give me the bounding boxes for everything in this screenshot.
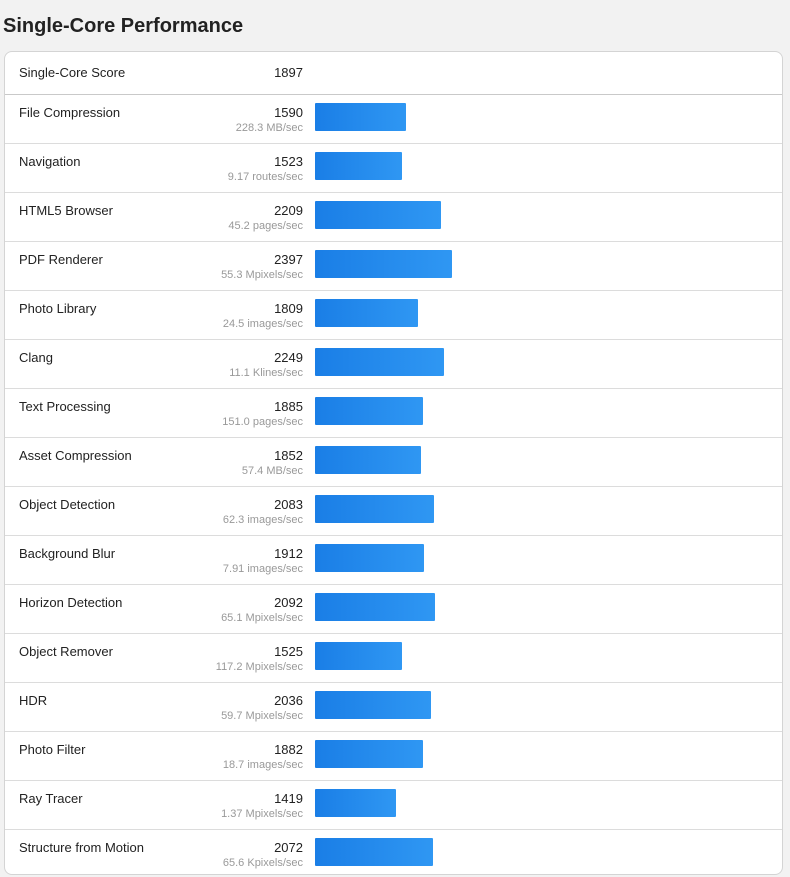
workload-score-bar bbox=[315, 201, 441, 229]
workload-rate: 45.2 pages/sec bbox=[228, 220, 303, 232]
workload-score-bar bbox=[315, 838, 433, 866]
workload-score: 1419 bbox=[274, 791, 303, 806]
workload-score: 2036 bbox=[274, 693, 303, 708]
workload-row: Clang 2249 11.1 Klines/sec bbox=[5, 340, 782, 389]
page-title: Single-Core Performance bbox=[3, 15, 244, 37]
workload-rate: 24.5 images/sec bbox=[222, 318, 303, 330]
workload-score-bar bbox=[315, 593, 435, 621]
workload-row: Structure from Motion 2072 65.6 Kpixels/se… bbox=[5, 830, 782, 874]
workload-score-bar bbox=[315, 250, 452, 278]
workload-score-bar bbox=[315, 789, 396, 817]
workload-row: File Compression 1590 228.3 MB/sec bbox=[5, 95, 782, 144]
workload-score: 2249 bbox=[274, 350, 303, 365]
workload-row: Asset Compression 1852 57.4 MB/sec bbox=[5, 438, 782, 487]
workload-name: Photo Filter bbox=[19, 742, 86, 757]
workload-name: Navigation bbox=[19, 154, 81, 169]
workload-name: Clang bbox=[19, 350, 53, 365]
workload-name: Horizon Detection bbox=[19, 595, 123, 610]
workload-name: Photo Library bbox=[19, 301, 97, 316]
summary-row: Single-Core Score 1897 bbox=[5, 52, 782, 95]
workload-rate: 62.3 images/sec bbox=[222, 514, 303, 526]
workload-name: File Compression bbox=[19, 105, 121, 120]
workload-score: 2397 bbox=[274, 252, 303, 267]
workload-score-bar bbox=[315, 397, 423, 425]
summary-label: Single-Core Score bbox=[19, 65, 126, 80]
workload-name: Ray Tracer bbox=[19, 791, 83, 806]
workload-score-bar bbox=[315, 103, 406, 131]
workload-rate: 7.91 images/sec bbox=[222, 563, 303, 575]
workload-score-bar bbox=[315, 299, 418, 327]
workload-row: Text Processing 1885 151.0 pages/sec bbox=[5, 389, 782, 438]
workload-rate: 9.17 routes/sec bbox=[227, 171, 303, 183]
workload-name: Object Remover bbox=[19, 644, 113, 659]
workload-rate: 1.37 Mpixels/sec bbox=[221, 808, 303, 820]
workload-score-bar bbox=[315, 348, 444, 376]
workload-row: Object Remover 1525 117.2 Mpixels/sec bbox=[5, 634, 782, 683]
workload-row: Horizon Detection 2092 65.1 Mpixels/sec bbox=[5, 585, 782, 634]
summary-score: 1897 bbox=[274, 65, 303, 80]
workload-score-bar bbox=[315, 691, 431, 719]
workload-score: 1882 bbox=[274, 742, 303, 757]
workload-score: 2072 bbox=[274, 840, 303, 855]
workload-row: HDR 2036 59.7 Mpixels/sec bbox=[5, 683, 782, 732]
workload-row: Background Blur 1912 7.91 images/sec bbox=[5, 536, 782, 585]
workload-score: 1525 bbox=[274, 644, 303, 659]
workload-row: Ray Tracer 1419 1.37 Mpixels/sec bbox=[5, 781, 782, 830]
workload-rate: 65.6 Kpixels/sec bbox=[222, 857, 303, 869]
workload-score: 1809 bbox=[274, 301, 303, 316]
workload-rate: 117.2 Mpixels/sec bbox=[215, 661, 303, 673]
workload-name: HDR bbox=[19, 693, 48, 708]
workload-name: PDF Renderer bbox=[19, 252, 103, 267]
workload-row: Photo Filter 1882 18.7 images/sec bbox=[5, 732, 782, 781]
workload-row: Navigation 1523 9.17 routes/sec bbox=[5, 144, 782, 193]
workload-score: 2092 bbox=[274, 595, 303, 610]
results-table: Single-Core Score 1897 File Compression 1… bbox=[4, 51, 783, 875]
workload-rate: 65.1 Mpixels/sec bbox=[221, 612, 303, 624]
workload-score: 1885 bbox=[274, 399, 303, 414]
workload-rate: 55.3 Mpixels/sec bbox=[221, 269, 303, 281]
workload-score: 1523 bbox=[274, 154, 303, 169]
workload-rate: 228.3 MB/sec bbox=[235, 122, 303, 134]
workload-name: Text Processing bbox=[19, 399, 111, 414]
workload-rate: 11.1 Klines/sec bbox=[229, 367, 303, 379]
workload-name: Asset Compression bbox=[19, 448, 132, 463]
workload-rate: 57.4 MB/sec bbox=[241, 465, 303, 477]
workload-row: Object Detection 2083 62.3 images/sec bbox=[5, 487, 782, 536]
workload-name: Structure from Motion bbox=[19, 840, 144, 855]
workload-score-bar bbox=[315, 740, 423, 768]
workload-row: PDF Renderer 2397 55.3 Mpixels/sec bbox=[5, 242, 782, 291]
workload-score: 1912 bbox=[274, 546, 303, 561]
workload-score-bar bbox=[315, 446, 421, 474]
workload-score-bar bbox=[315, 642, 402, 670]
workload-rate: 151.0 pages/sec bbox=[222, 416, 303, 428]
workload-score: 2209 bbox=[274, 203, 303, 218]
workload-score-bar bbox=[315, 152, 402, 180]
workload-row: HTML5 Browser 2209 45.2 pages/sec bbox=[5, 193, 782, 242]
workload-name: Background Blur bbox=[19, 546, 116, 561]
workload-score-bar bbox=[315, 495, 434, 523]
workload-rate: 59.7 Mpixels/sec bbox=[221, 710, 303, 722]
workload-name: HTML5 Browser bbox=[19, 203, 113, 218]
workload-row: Photo Library 1809 24.5 images/sec bbox=[5, 291, 782, 340]
workload-rate: 18.7 images/sec bbox=[222, 759, 303, 771]
workload-score: 2083 bbox=[274, 497, 303, 512]
workload-name: Object Detection bbox=[19, 497, 116, 512]
workload-score: 1590 bbox=[274, 105, 303, 120]
workload-score: 1852 bbox=[274, 448, 303, 463]
workload-score-bar bbox=[315, 544, 424, 572]
